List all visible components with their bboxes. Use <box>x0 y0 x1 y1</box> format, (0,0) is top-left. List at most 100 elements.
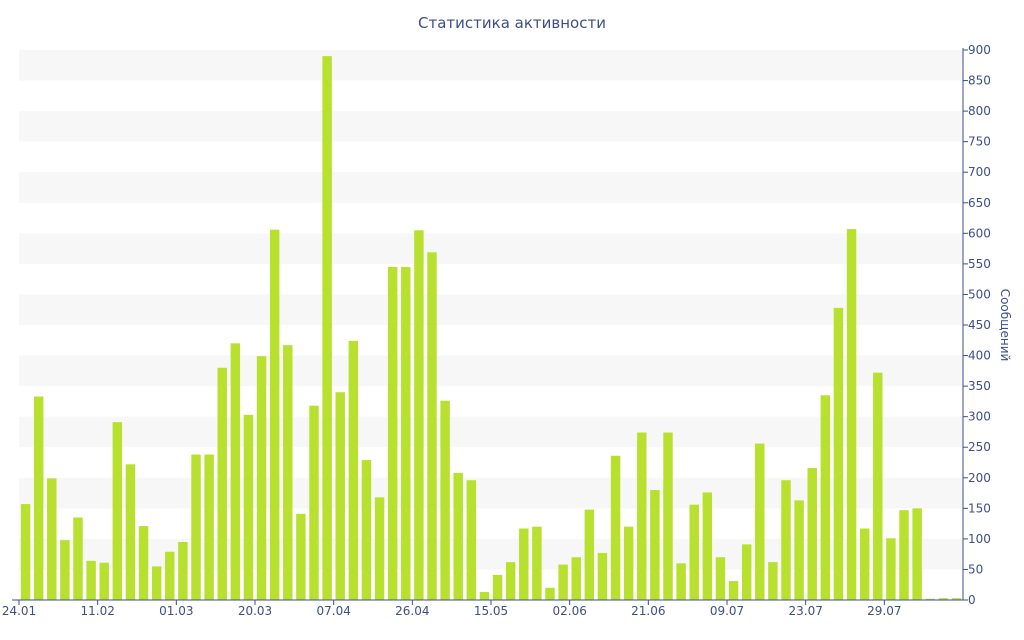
y-tick-label: 850 <box>968 74 991 88</box>
y-tick-label: 750 <box>968 135 991 149</box>
bar[interactable] <box>623 526 634 600</box>
bar[interactable] <box>637 432 647 600</box>
bar[interactable] <box>597 552 608 600</box>
bar[interactable] <box>859 528 870 601</box>
bar[interactable] <box>938 598 949 600</box>
bar[interactable] <box>401 266 411 600</box>
bar[interactable] <box>558 564 568 600</box>
bar[interactable] <box>571 557 581 600</box>
y-tick-label: 50 <box>968 562 983 576</box>
bar[interactable] <box>532 526 542 600</box>
bar[interactable] <box>256 356 267 600</box>
y-tick-label: 400 <box>968 349 991 363</box>
grid-band <box>19 538 963 570</box>
bar[interactable] <box>873 372 883 600</box>
x-tick-label: 11.02 <box>80 604 114 618</box>
bar[interactable] <box>951 598 962 600</box>
grid-band <box>19 172 963 203</box>
chart-title: Статистика активности <box>418 14 606 32</box>
x-tick-label: 23.07 <box>788 604 822 618</box>
bar[interactable] <box>715 557 726 600</box>
bar[interactable] <box>650 490 660 600</box>
x-tick-label: 02.06 <box>552 604 586 618</box>
bar[interactable] <box>912 508 922 600</box>
bar[interactable] <box>846 229 857 600</box>
bar[interactable] <box>453 472 463 600</box>
bar[interactable] <box>427 252 437 600</box>
bar[interactable] <box>414 230 424 600</box>
bar[interactable] <box>702 492 713 600</box>
grid-band <box>19 355 963 387</box>
y-tick-label: 900 <box>968 43 991 57</box>
bar[interactable] <box>440 400 450 600</box>
bar[interactable] <box>191 454 201 600</box>
bar[interactable] <box>269 229 280 601</box>
bar[interactable] <box>925 598 935 600</box>
y-axis-ticks: 0 50 100 150 200 250 300 350 400 450 500 550 600 650 7… <box>963 43 991 607</box>
grid-band <box>19 477 963 509</box>
bar[interactable] <box>387 266 398 600</box>
bar[interactable] <box>768 562 778 600</box>
y-tick-label: 200 <box>968 471 991 485</box>
grid-bands <box>19 50 963 570</box>
bar[interactable] <box>20 504 31 600</box>
bar[interactable] <box>73 517 83 601</box>
bar[interactable] <box>886 538 896 600</box>
bars <box>20 56 962 601</box>
x-tick-label: 26.04 <box>395 604 429 618</box>
bar[interactable] <box>348 340 359 600</box>
bar[interactable] <box>112 422 123 600</box>
bar[interactable] <box>86 560 96 600</box>
bar[interactable] <box>99 562 109 600</box>
x-tick-label: 09.07 <box>710 604 744 618</box>
bar[interactable] <box>309 405 319 600</box>
bar[interactable] <box>755 443 765 600</box>
bar[interactable] <box>151 566 162 600</box>
bar[interactable] <box>230 343 241 600</box>
bar[interactable] <box>243 414 254 600</box>
bar[interactable] <box>322 56 332 601</box>
grid-band <box>19 416 963 448</box>
bar[interactable] <box>361 460 372 600</box>
bar[interactable] <box>296 513 306 600</box>
bar[interactable] <box>728 581 739 600</box>
bar[interactable] <box>584 509 595 600</box>
bar[interactable] <box>794 500 804 600</box>
y-tick-label: 550 <box>968 257 991 271</box>
x-tick-label: 01.03 <box>159 604 193 618</box>
bar[interactable] <box>335 392 345 600</box>
y-tick-label: 150 <box>968 501 991 515</box>
y-axis-title: Сообщений <box>998 289 1012 362</box>
grid-band <box>19 233 963 264</box>
bar[interactable] <box>60 540 70 600</box>
bar[interactable] <box>47 478 57 600</box>
bar[interactable] <box>466 480 477 600</box>
bar[interactable] <box>492 574 503 600</box>
bar[interactable] <box>676 563 686 600</box>
bar[interactable] <box>689 504 699 600</box>
bar[interactable] <box>741 544 752 600</box>
bar[interactable] <box>165 551 175 600</box>
y-tick-label: 650 <box>968 196 991 210</box>
bar[interactable] <box>833 307 844 600</box>
bar[interactable] <box>33 396 44 601</box>
bar[interactable] <box>820 395 831 600</box>
y-tick-label: 300 <box>968 410 991 424</box>
bar[interactable] <box>479 592 490 600</box>
bar[interactable] <box>283 345 293 600</box>
bar[interactable] <box>125 464 136 600</box>
bar[interactable] <box>204 454 214 600</box>
x-tick-label: 21.06 <box>631 604 665 618</box>
bar[interactable] <box>178 541 188 600</box>
bar[interactable] <box>663 432 673 600</box>
bar[interactable] <box>807 468 817 600</box>
bar[interactable] <box>610 455 621 600</box>
bar[interactable] <box>505 562 516 600</box>
bar[interactable] <box>138 526 149 600</box>
bar[interactable] <box>519 528 529 601</box>
bar[interactable] <box>217 367 227 600</box>
bar[interactable] <box>781 480 791 600</box>
bar[interactable] <box>545 587 555 600</box>
bar[interactable] <box>374 497 385 600</box>
bar[interactable] <box>899 510 909 600</box>
